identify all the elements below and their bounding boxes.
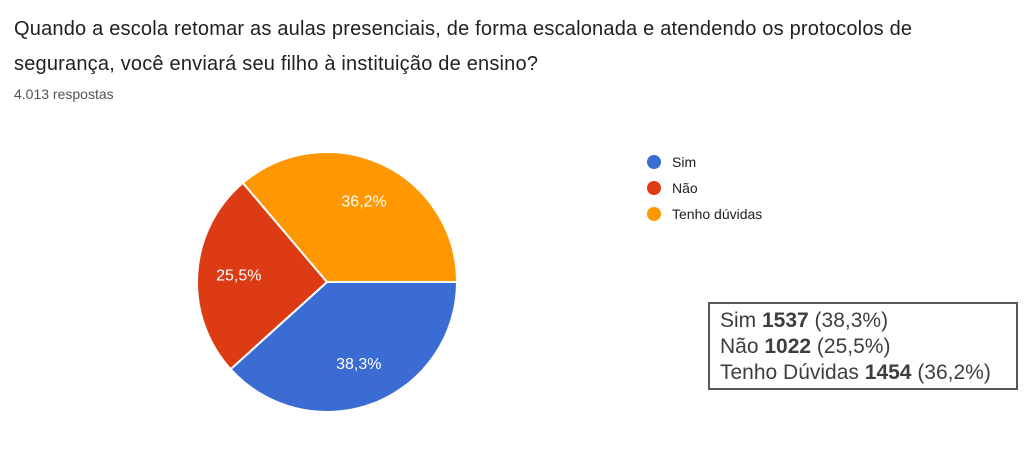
responses-count: 4.013 respostas <box>14 86 114 102</box>
question-title-line1: Quando a escola retomar as aulas presenc… <box>14 18 913 40</box>
legend-swatch-icon <box>647 207 661 221</box>
legend-label: Não <box>672 180 698 196</box>
summary-percentage: (36,2%) <box>911 361 991 384</box>
legend-item-sim: Sim <box>647 149 762 175</box>
summary-row: Sim 1537 (38,3%) <box>720 308 1006 334</box>
summary-label: Tenho Dúvidas <box>720 361 865 384</box>
summary-box: Sim 1537 (38,3%) Não 1022 (25,5%) Tenho Dú… <box>708 302 1018 390</box>
pie-slice-label: 36,2% <box>341 193 386 210</box>
summary-label: Sim <box>720 309 762 332</box>
summary-row: Não 1022 (25,5%) <box>720 334 1006 360</box>
summary-percentage: (25,5%) <box>811 335 891 358</box>
legend: Sim Não Tenho dúvidas <box>647 149 762 227</box>
legend-item-não: Não <box>647 175 762 201</box>
summary-percentage: (38,3%) <box>808 309 889 332</box>
pie-slice-tenho-dúvidas <box>241 150 458 283</box>
legend-swatch-icon <box>647 155 661 169</box>
summary-count: 1454 <box>864 361 912 384</box>
legend-label: Sim <box>672 154 697 170</box>
pie-chart: 38,3% 25,5% 36,2% <box>195 150 458 413</box>
legend-label: Tenho dúvidas <box>672 206 763 222</box>
pie-slice-label: 25,5% <box>216 268 261 285</box>
pie-slice-sim <box>229 281 458 413</box>
legend-item-tenho-dúvidas: Tenho dúvidas <box>647 201 762 227</box>
pie-slice-não <box>195 181 328 371</box>
summary-count: 1022 <box>764 335 812 358</box>
question-title: Quando a escola retomar as aulas presenc… <box>14 12 1019 82</box>
question-title-line2: segurança, você enviará seu filho à inst… <box>14 53 539 75</box>
summary-label: Não <box>720 335 765 358</box>
summary-row: Tenho Dúvidas 1454 (36,2%) <box>720 360 1006 386</box>
summary-count: 1537 <box>762 309 809 332</box>
legend-swatch-icon <box>647 181 661 195</box>
pie-slice-label: 38,3% <box>336 356 381 373</box>
